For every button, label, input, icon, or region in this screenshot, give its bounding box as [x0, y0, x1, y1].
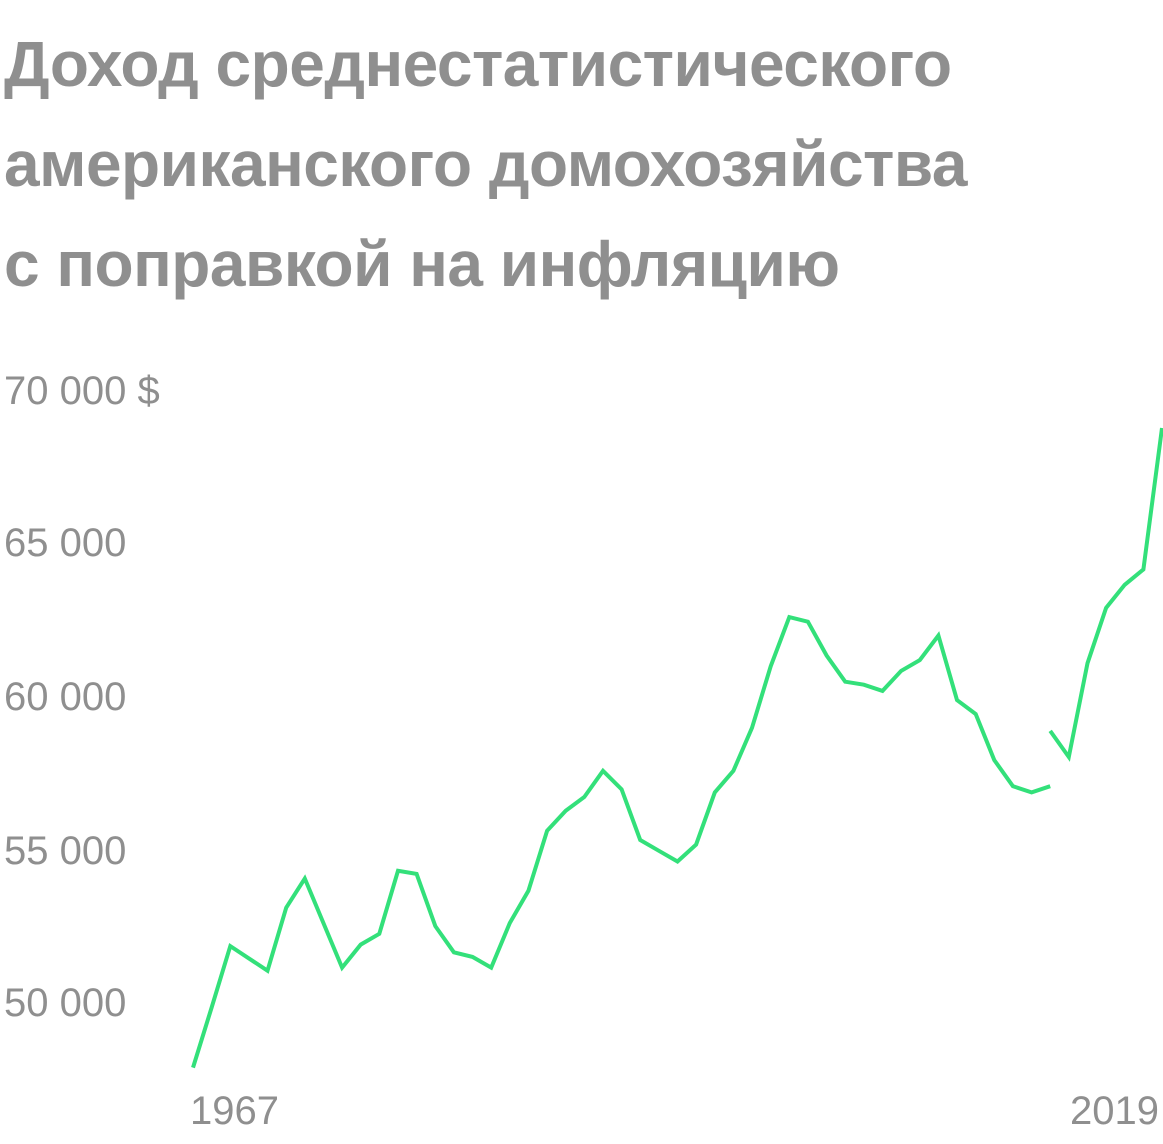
y-tick-label-70000: 70 000 $	[4, 369, 160, 413]
y-tick-label-55000: 55 000	[4, 829, 126, 873]
y-axis-labels: 70 000 $ 65 000 60 000 55 000 50 000	[4, 369, 160, 1025]
y-tick-label-65000: 65 000	[4, 521, 126, 565]
series-line-segment-1	[191, 614, 1051, 1069]
chart-title: Доход среднестатистического американског…	[4, 14, 1154, 314]
chart-title-line-3: с поправкой на инфляцию	[4, 228, 840, 300]
x-tick-label-2019: 2019	[1070, 1089, 1159, 1133]
chart-title-line-1: Доход среднестатистического	[4, 28, 952, 100]
chart-title-line-2: американского домохозяйства	[4, 128, 967, 200]
series-layer	[191, 427, 1163, 1069]
y-tick-label-60000: 60 000	[4, 675, 126, 719]
x-tick-label-1967: 1967	[190, 1089, 279, 1133]
x-axis-labels: 1967 2019	[190, 1089, 1159, 1133]
series-line-segment-2	[1048, 427, 1163, 762]
y-tick-label-50000: 50 000	[4, 981, 126, 1025]
